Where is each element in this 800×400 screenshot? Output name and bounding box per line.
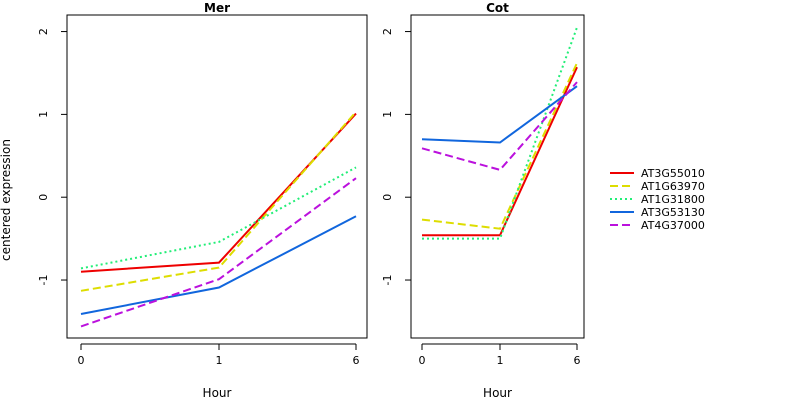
x-tick-label: 0 [419, 354, 426, 367]
series-line-at1g31800 [80, 166, 357, 270]
legend-label: AT4G37000 [641, 219, 705, 232]
x-axis-label: Hour [483, 386, 512, 400]
y-tick-label: 0 [37, 194, 50, 201]
y-tick-label: -1 [37, 275, 50, 286]
panel-mer: Mer -1 0 1 2 0 1 6 Hour [37, 1, 368, 400]
plot-frame [66, 14, 368, 339]
panel-title: Mer [204, 1, 230, 15]
legend-label: AT1G31800 [641, 193, 705, 206]
x-tick-label: 6 [353, 354, 360, 367]
x-tick-label: 1 [216, 354, 223, 367]
legend-label: AT3G55010 [641, 167, 705, 180]
y-tick-label: 1 [381, 111, 394, 118]
x-tick-label: 6 [574, 354, 581, 367]
legend: AT3G55010AT1G63970AT1G31800AT3G53130AT4G… [610, 167, 705, 232]
y-tick-label: 1 [37, 111, 50, 118]
y-tick-label: 0 [381, 194, 394, 201]
y-tick-label: 2 [381, 28, 394, 35]
series-line-at1g63970 [80, 111, 357, 292]
series-line-at1g31800 [422, 27, 578, 240]
series-line-at4g37000 [80, 177, 357, 328]
x-tick-label: 0 [78, 354, 85, 367]
series-line-at3g53130 [421, 85, 578, 144]
y-axis-label: centered expression [0, 139, 13, 261]
panel-title: Cot [486, 1, 509, 15]
series-line-at3g53130 [80, 215, 357, 315]
y-tick-label: -1 [381, 275, 394, 286]
series-line-at1g63970 [421, 62, 578, 230]
x-axis-label: Hour [203, 386, 232, 400]
series-line-at3g55010 [80, 112, 357, 273]
legend-label: AT1G63970 [641, 180, 705, 193]
legend-label: AT3G53130 [641, 206, 705, 219]
x-tick-label: 1 [497, 354, 504, 367]
y-tick-label: 2 [37, 28, 50, 35]
panel-cot: Cot -1 0 1 2 0 1 6 Hour [381, 1, 585, 400]
series-line-at3g55010 [422, 66, 578, 237]
series-line-at4g37000 [421, 81, 578, 172]
plot-frame [410, 14, 585, 339]
